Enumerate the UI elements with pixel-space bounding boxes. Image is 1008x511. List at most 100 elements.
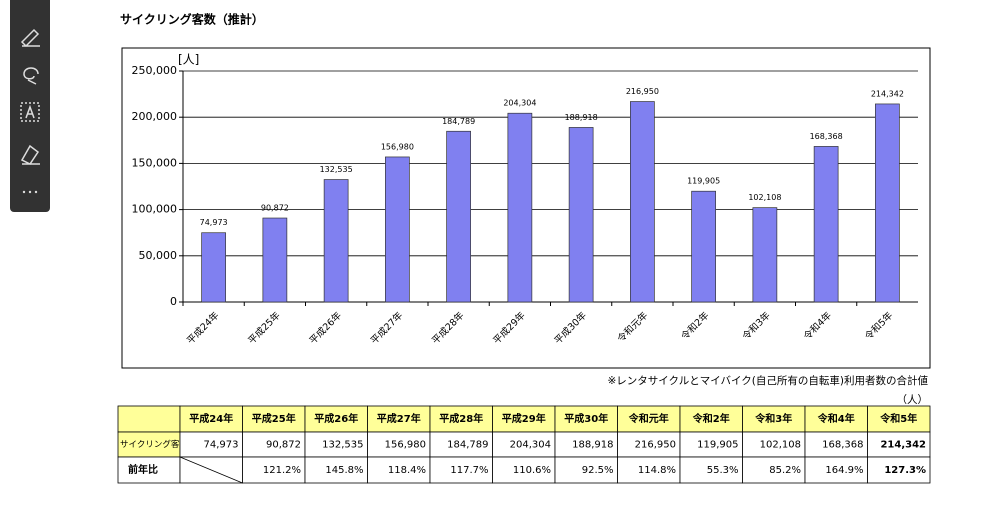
header-cell — [617, 405, 681, 433]
value-label: 188,918 — [565, 113, 598, 122]
column-header: 令和4年 — [817, 412, 855, 425]
dot — [22, 190, 26, 194]
cell — [367, 431, 431, 458]
x-tick-label: 令和3年 — [740, 309, 773, 342]
bar — [875, 103, 900, 303]
value-label: 74,973 — [200, 218, 228, 227]
y-tick-label: 150,000 — [132, 156, 178, 169]
bar — [262, 217, 288, 303]
cell — [242, 431, 306, 458]
cell — [429, 431, 493, 458]
column-header: 令和元年 — [628, 412, 669, 425]
cell — [304, 456, 368, 484]
yoy-value: 110.6% — [513, 465, 551, 476]
diagonal — [179, 456, 243, 484]
table-value: 168,368 — [822, 440, 863, 451]
column-header: 平成28年 — [439, 412, 483, 425]
text-select-glyph — [25, 104, 35, 119]
yoy-value: 164.9% — [825, 465, 863, 476]
cell — [304, 431, 368, 458]
table-value: 74,973 — [204, 440, 239, 451]
x-tick-label: 平成28年 — [429, 309, 467, 347]
pen-icon[interactable] — [20, 28, 40, 48]
row-header: サイクリング客 — [120, 439, 180, 450]
value-label: 184,789 — [442, 117, 475, 126]
value-label: 168,368 — [810, 132, 843, 141]
bar — [568, 127, 594, 303]
table-corner — [117, 405, 181, 433]
lasso-icon[interactable] — [23, 67, 39, 85]
table-value: 102,108 — [760, 440, 801, 451]
value-label: 214,342 — [871, 89, 904, 98]
x-tick-label: 令和5年 — [862, 309, 895, 342]
bar — [630, 101, 655, 303]
yoy-value: 85.2% — [769, 465, 801, 476]
y-tick-label: 0 — [170, 295, 177, 308]
yoy-value: 121.2% — [263, 465, 301, 476]
y-tick-label: 50,000 — [139, 249, 178, 262]
bar — [323, 179, 349, 303]
yoy-value: 127.3% — [884, 465, 926, 476]
yoy-value: 55.3% — [707, 465, 739, 476]
text-select-icon[interactable] — [20, 102, 40, 122]
highlighter-icon[interactable] — [20, 144, 40, 165]
value-label: 216,950 — [626, 87, 659, 96]
cell — [429, 456, 493, 484]
header-cell — [179, 405, 243, 433]
table-value: 90,872 — [266, 440, 301, 451]
x-tick-label: 令和2年 — [679, 309, 712, 342]
cell — [617, 431, 681, 458]
x-tick-label: 平成24年 — [184, 309, 222, 347]
y-axis-label: [人] — [178, 53, 199, 67]
bar — [813, 146, 839, 303]
more-icon[interactable] — [22, 190, 38, 194]
cell — [679, 431, 743, 458]
table-value: 132,535 — [322, 440, 363, 451]
cell — [242, 456, 306, 484]
value-label: 90,872 — [261, 204, 289, 213]
column-header: 令和5年 — [879, 412, 917, 425]
value-label: 132,535 — [320, 165, 353, 174]
column-header: 平成27年 — [377, 412, 421, 425]
column-header: 平成30年 — [564, 412, 608, 425]
chart-note: ※レンタサイクルとマイバイク(自己所有の自転車)利用者数の合計値 — [607, 374, 928, 387]
column-header: 平成25年 — [252, 412, 296, 425]
table-value: 188,918 — [572, 440, 613, 451]
x-tick-label: 令和4年 — [801, 309, 834, 342]
x-tick-label: 平成29年 — [491, 309, 529, 347]
table-value: 204,304 — [510, 440, 551, 451]
column-header: 平成24年 — [189, 412, 233, 425]
value-label: 102,108 — [748, 193, 781, 202]
cell — [679, 456, 743, 484]
value-label: 204,304 — [503, 99, 536, 108]
chart-frame — [121, 47, 931, 369]
cell — [554, 431, 618, 458]
bar — [201, 232, 226, 303]
dot — [28, 190, 32, 194]
bar — [691, 190, 716, 303]
cell — [804, 456, 868, 484]
x-tick-label: 令和元年 — [615, 309, 651, 345]
row-header: 前年比 — [128, 463, 158, 476]
x-tick-label: 平成26年 — [307, 309, 345, 347]
x-tick-label: 平成25年 — [246, 309, 284, 347]
yoy-value: 114.8% — [638, 465, 676, 476]
bar — [507, 112, 533, 303]
x-tick-label: 平成27年 — [368, 309, 406, 347]
cell — [742, 456, 806, 484]
y-tick-label: 100,000 — [132, 203, 178, 216]
cell — [367, 456, 431, 484]
column-header: 令和3年 — [754, 412, 792, 425]
column-header: 平成29年 — [502, 412, 546, 425]
value-label: 156,980 — [381, 142, 414, 151]
yoy-value: 117.7% — [450, 465, 488, 476]
bar — [385, 156, 410, 303]
y-tick-label: 200,000 — [132, 110, 178, 123]
chart-title: サイクリング客数（推計） — [120, 12, 264, 27]
table-value: 119,905 — [697, 440, 738, 451]
header-cell — [492, 405, 556, 433]
cell — [867, 456, 931, 484]
header-cell — [304, 405, 368, 433]
cell — [492, 431, 556, 458]
